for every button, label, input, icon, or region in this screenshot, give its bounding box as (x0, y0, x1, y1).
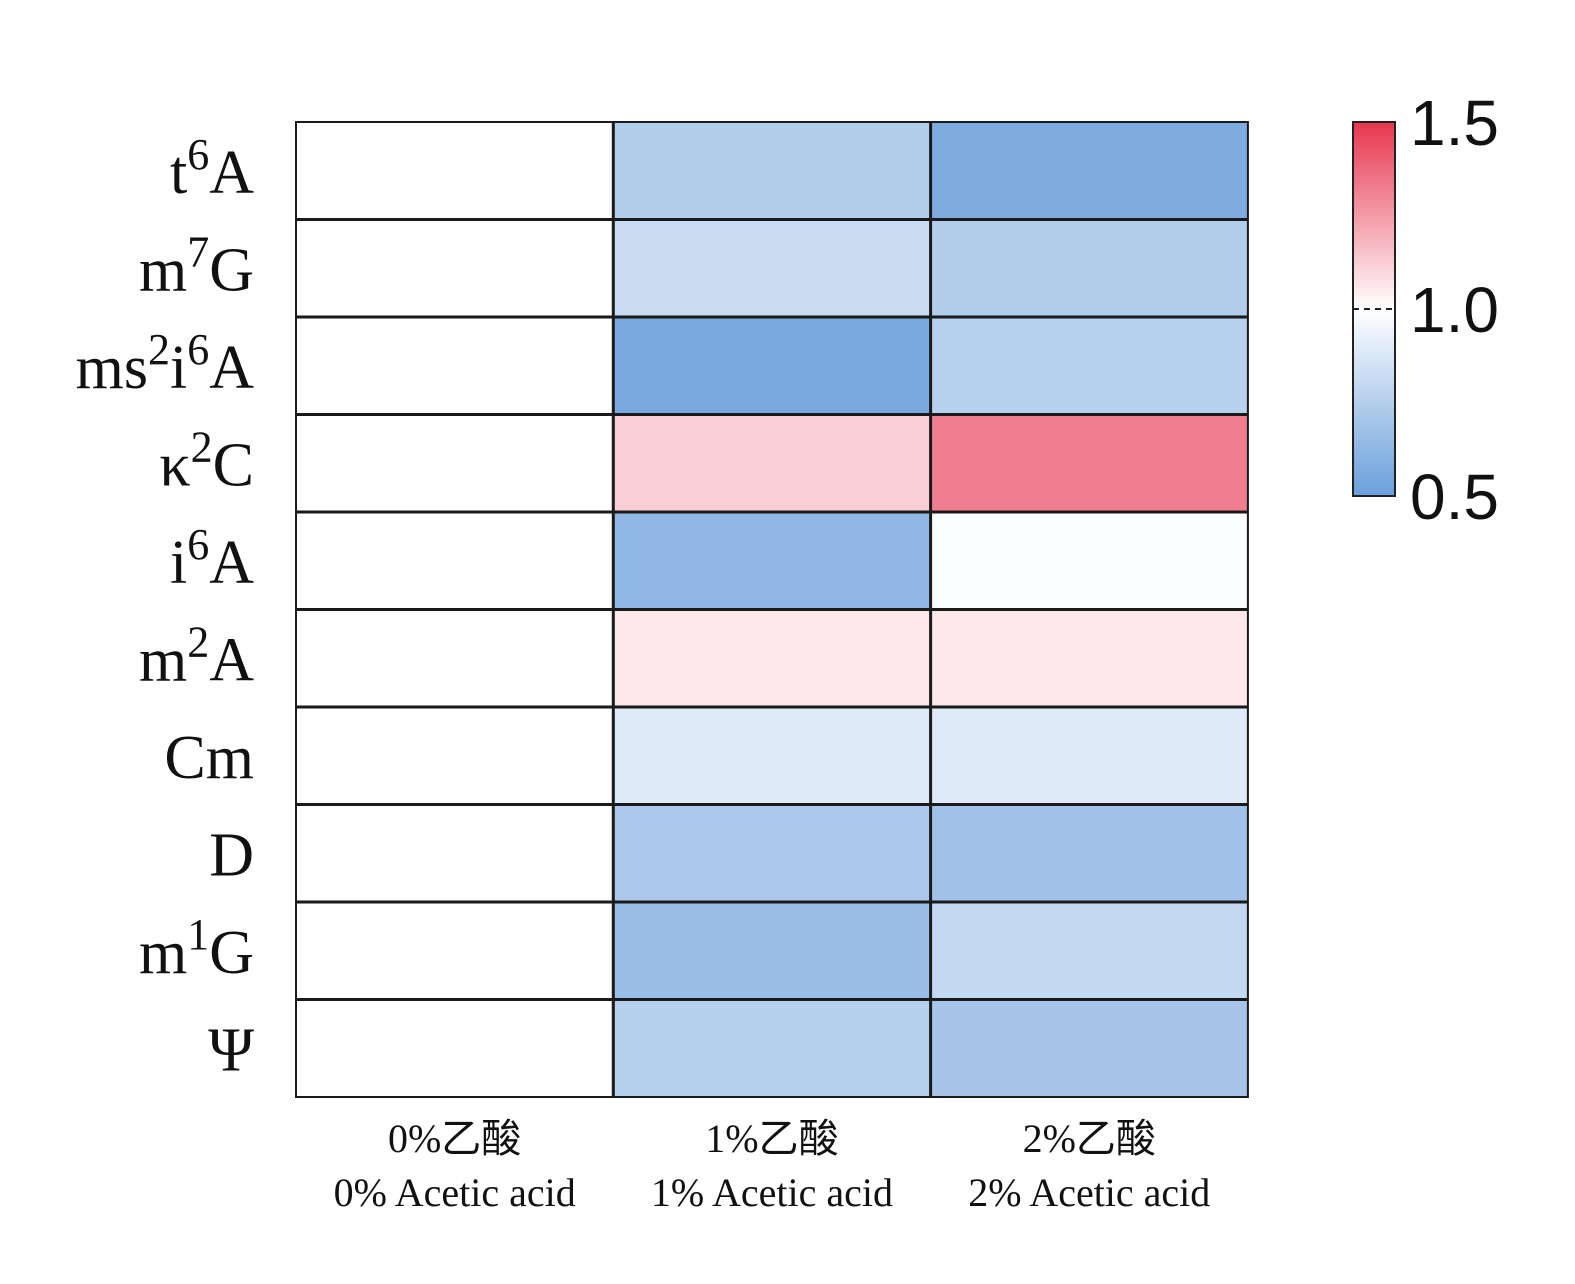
column-label-en: 2% Acetic acid (968, 1170, 1210, 1215)
heatmap-cell (930, 902, 1248, 1000)
heatmap-cell (613, 512, 931, 610)
heatmap-border (295, 121, 1249, 1098)
row-label: Cm (164, 724, 254, 792)
row-label: D (209, 821, 254, 889)
heatmap-cell (296, 122, 614, 220)
heatmap-cell (930, 512, 1248, 610)
row-label: m1G (139, 910, 254, 987)
heatmap-cell (613, 804, 931, 902)
heatmap-cell (613, 414, 931, 512)
row-label: ms2i6A (76, 325, 255, 402)
row-label: i6A (170, 520, 254, 597)
heatmap-cell (296, 999, 614, 1097)
column-labels: 0%乙酸 0% Acetic acid 1%乙酸 1% Acetic acid 2%乙酸… (334, 1116, 1211, 1215)
row-label: m7G (139, 227, 254, 304)
heatmap-cell (613, 317, 931, 415)
row-label: t6A (170, 130, 254, 207)
heatmap-cell (613, 707, 931, 805)
heatmap-cell (296, 707, 614, 805)
colorbar-tick-label: 0.5 (1410, 461, 1499, 533)
heatmap-cell (296, 219, 614, 317)
heatmap-cell (296, 609, 614, 707)
heatmap-cell (613, 609, 931, 707)
heatmap-cell (296, 804, 614, 902)
heatmap-cell (930, 999, 1248, 1097)
column-label-zh: 1%乙酸 (705, 1116, 838, 1161)
heatmap-cell (930, 219, 1248, 317)
heatmap-cell (296, 317, 614, 415)
row-label: Ψ (208, 1016, 254, 1084)
heatmap-cell (930, 414, 1248, 512)
colorbar-tick-label: 1.5 (1410, 87, 1499, 159)
heatmap-cell (930, 707, 1248, 805)
row-label: m2A (139, 617, 254, 694)
heatmap-cell (296, 902, 614, 1000)
column-label-zh: 2%乙酸 (1023, 1116, 1156, 1161)
heatmap-cell (930, 804, 1248, 902)
colorbar: 1.5 1.0 0.5 (1352, 87, 1499, 533)
heatmap-cell (930, 122, 1248, 220)
heatmap-gridlines (295, 121, 1249, 1098)
heatmap-cell (296, 414, 614, 512)
column-label-en: 1% Acetic acid (651, 1170, 893, 1215)
heatmap-cell (930, 609, 1248, 707)
heatmap-cell (613, 902, 931, 1000)
column-label-zh: 0%乙酸 (388, 1116, 521, 1161)
heatmap-cell (613, 122, 931, 220)
heatmap-cell (613, 219, 931, 317)
column-label-en: 0% Acetic acid (334, 1170, 576, 1215)
heatmap-cell (930, 317, 1248, 415)
row-label: κ2C (159, 422, 254, 499)
heatmap-cell (296, 512, 614, 610)
colorbar-tick-label: 1.0 (1410, 274, 1499, 346)
heatmap-cells (296, 122, 1248, 1097)
heatmap-cell (613, 999, 931, 1097)
